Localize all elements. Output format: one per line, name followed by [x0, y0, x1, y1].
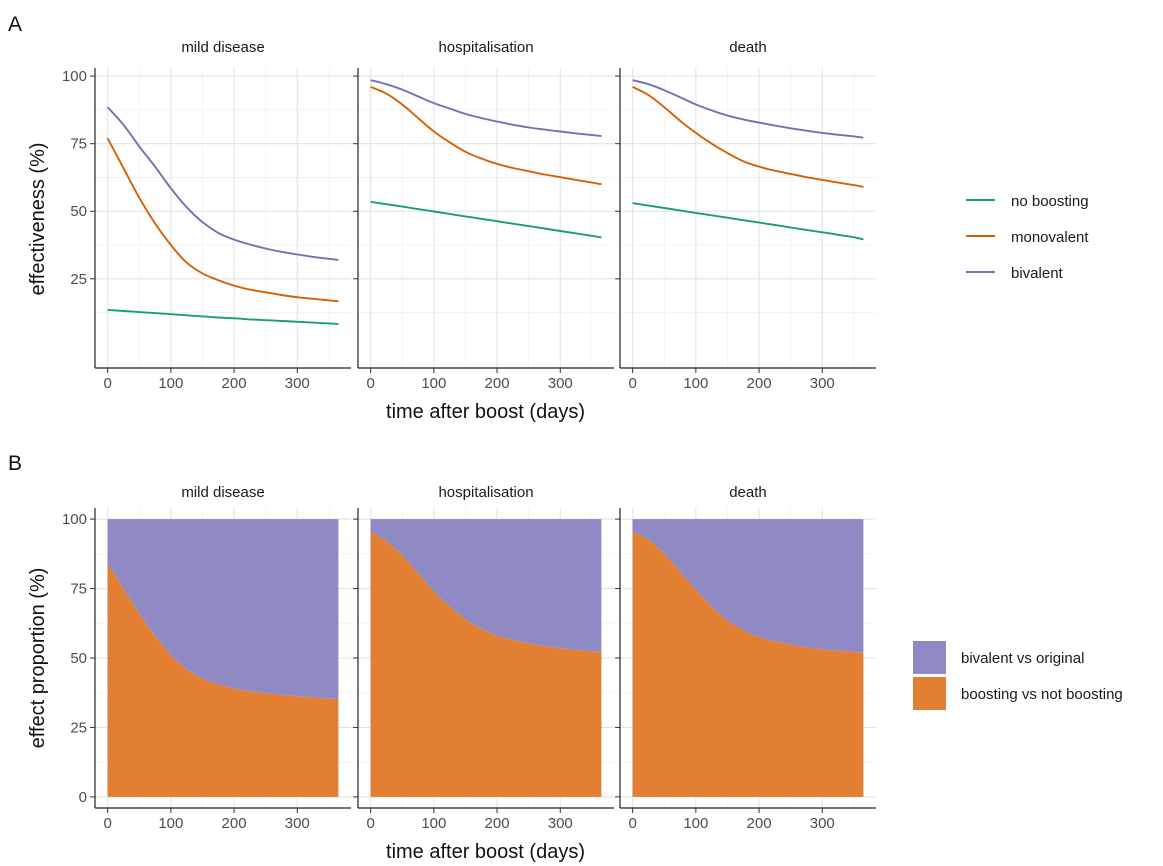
- area-bivalent-vs-original: [107, 519, 339, 700]
- area-boosting-vs-not-boosting: [370, 531, 602, 797]
- x-axis-title: time after boost (days): [386, 841, 585, 863]
- legend-label: bivalent: [1011, 265, 1064, 282]
- line-no-boosting: [632, 202, 864, 241]
- x-tick-label: 100: [683, 375, 708, 392]
- x-tick-label: 0: [366, 375, 374, 392]
- facet-title: death: [729, 39, 767, 56]
- line-bivalent: [106, 106, 339, 261]
- y-axis-title: effectiveness (%): [27, 142, 49, 295]
- x-tick-label: 200: [485, 815, 510, 832]
- line-no-boosting: [370, 200, 602, 239]
- x-tick-label: 200: [222, 375, 247, 392]
- y-tick-label: 100: [62, 511, 87, 528]
- legend-label: bivalent vs original: [961, 650, 1084, 667]
- x-tick-label: 300: [548, 375, 573, 392]
- x-tick-label: 0: [103, 375, 111, 392]
- line-bivalent: [370, 79, 602, 138]
- line-monovalent: [632, 86, 864, 188]
- x-tick-label: 100: [421, 375, 446, 392]
- y-tick-label: 75: [70, 581, 87, 598]
- line-monovalent: [106, 137, 339, 303]
- panel-b-tag: B: [8, 452, 22, 475]
- x-tick-label: 300: [810, 815, 835, 832]
- x-tick-label: 0: [628, 375, 636, 392]
- panel-a-line-chart: 0 100 200 300 25 50 75 100 mild disease 0 100 200 30…: [27, 39, 1089, 423]
- area-boosting-vs-not-boosting: [107, 563, 339, 797]
- x-tick-label: 100: [421, 815, 446, 832]
- y-tick-label: 25: [70, 719, 87, 736]
- legend-label: monovalent: [1011, 229, 1089, 246]
- x-tick-label: 300: [285, 375, 310, 392]
- panel-b-area-chart: 0 100 200 300 0 25 50 75 100 mild disease 0 100 200 3…: [27, 484, 1123, 863]
- x-tick-label: 0: [366, 815, 374, 832]
- legend: bivalent vs original boosting vs not boos…: [913, 641, 1123, 710]
- line-monovalent: [370, 86, 602, 186]
- facet-title: hospitalisation: [438, 484, 533, 501]
- panel-a-tag: A: [8, 13, 22, 36]
- x-tick-label: 200: [747, 815, 772, 832]
- facet-hospitalisation: 0 100 200 300 hospitalisation: [353, 484, 614, 832]
- x-tick-label: 300: [548, 815, 573, 832]
- x-tick-label: 100: [683, 815, 708, 832]
- y-tick-label: 25: [70, 271, 87, 288]
- x-tick-label: 200: [747, 375, 772, 392]
- x-axis-title: time after boost (days): [386, 401, 585, 423]
- line-bivalent: [632, 79, 864, 139]
- legend: no boosting monovalent bivalent: [966, 193, 1089, 282]
- legend-key-swatch: [913, 677, 946, 710]
- x-tick-label: 300: [285, 815, 310, 832]
- y-tick-label: 50: [70, 650, 87, 667]
- x-tick-label: 100: [158, 815, 183, 832]
- legend-label: boosting vs not boosting: [961, 686, 1123, 703]
- facet-hospitalisation: 0 100 200 300 hospitalisation: [353, 39, 614, 392]
- facet-title: hospitalisation: [438, 39, 533, 56]
- y-tick-label: 75: [70, 136, 87, 153]
- y-axis-title: effect proportion (%): [27, 568, 49, 749]
- facet-title: mild disease: [181, 39, 264, 56]
- x-tick-label: 200: [485, 375, 510, 392]
- area-bivalent-vs-original: [370, 519, 602, 652]
- legend-label: no boosting: [1011, 193, 1089, 210]
- y-tick-label: 100: [62, 68, 87, 85]
- line-no-boosting: [107, 308, 339, 325]
- x-tick-label: 0: [628, 815, 636, 832]
- area-bivalent-vs-original: [632, 519, 864, 653]
- facet-title: mild disease: [181, 484, 264, 501]
- x-tick-label: 0: [103, 815, 111, 832]
- facet-mild-disease: 0 100 200 300 0 25 50 75 100 mild disease: [62, 484, 351, 832]
- x-tick-label: 200: [222, 815, 247, 832]
- facet-death: 0 100 200 300 death: [615, 39, 876, 392]
- facet-death: 0 100 200 300 death: [615, 484, 876, 832]
- x-tick-label: 300: [810, 375, 835, 392]
- facet-title: death: [729, 484, 767, 501]
- legend-key-swatch: [913, 641, 946, 674]
- facet-mild-disease: 0 100 200 300 25 50 75 100 mild disease: [62, 39, 351, 392]
- area-boosting-vs-not-boosting: [632, 531, 864, 797]
- x-tick-label: 100: [158, 375, 183, 392]
- y-tick-label: 50: [70, 203, 87, 220]
- y-tick-label: 0: [79, 789, 87, 806]
